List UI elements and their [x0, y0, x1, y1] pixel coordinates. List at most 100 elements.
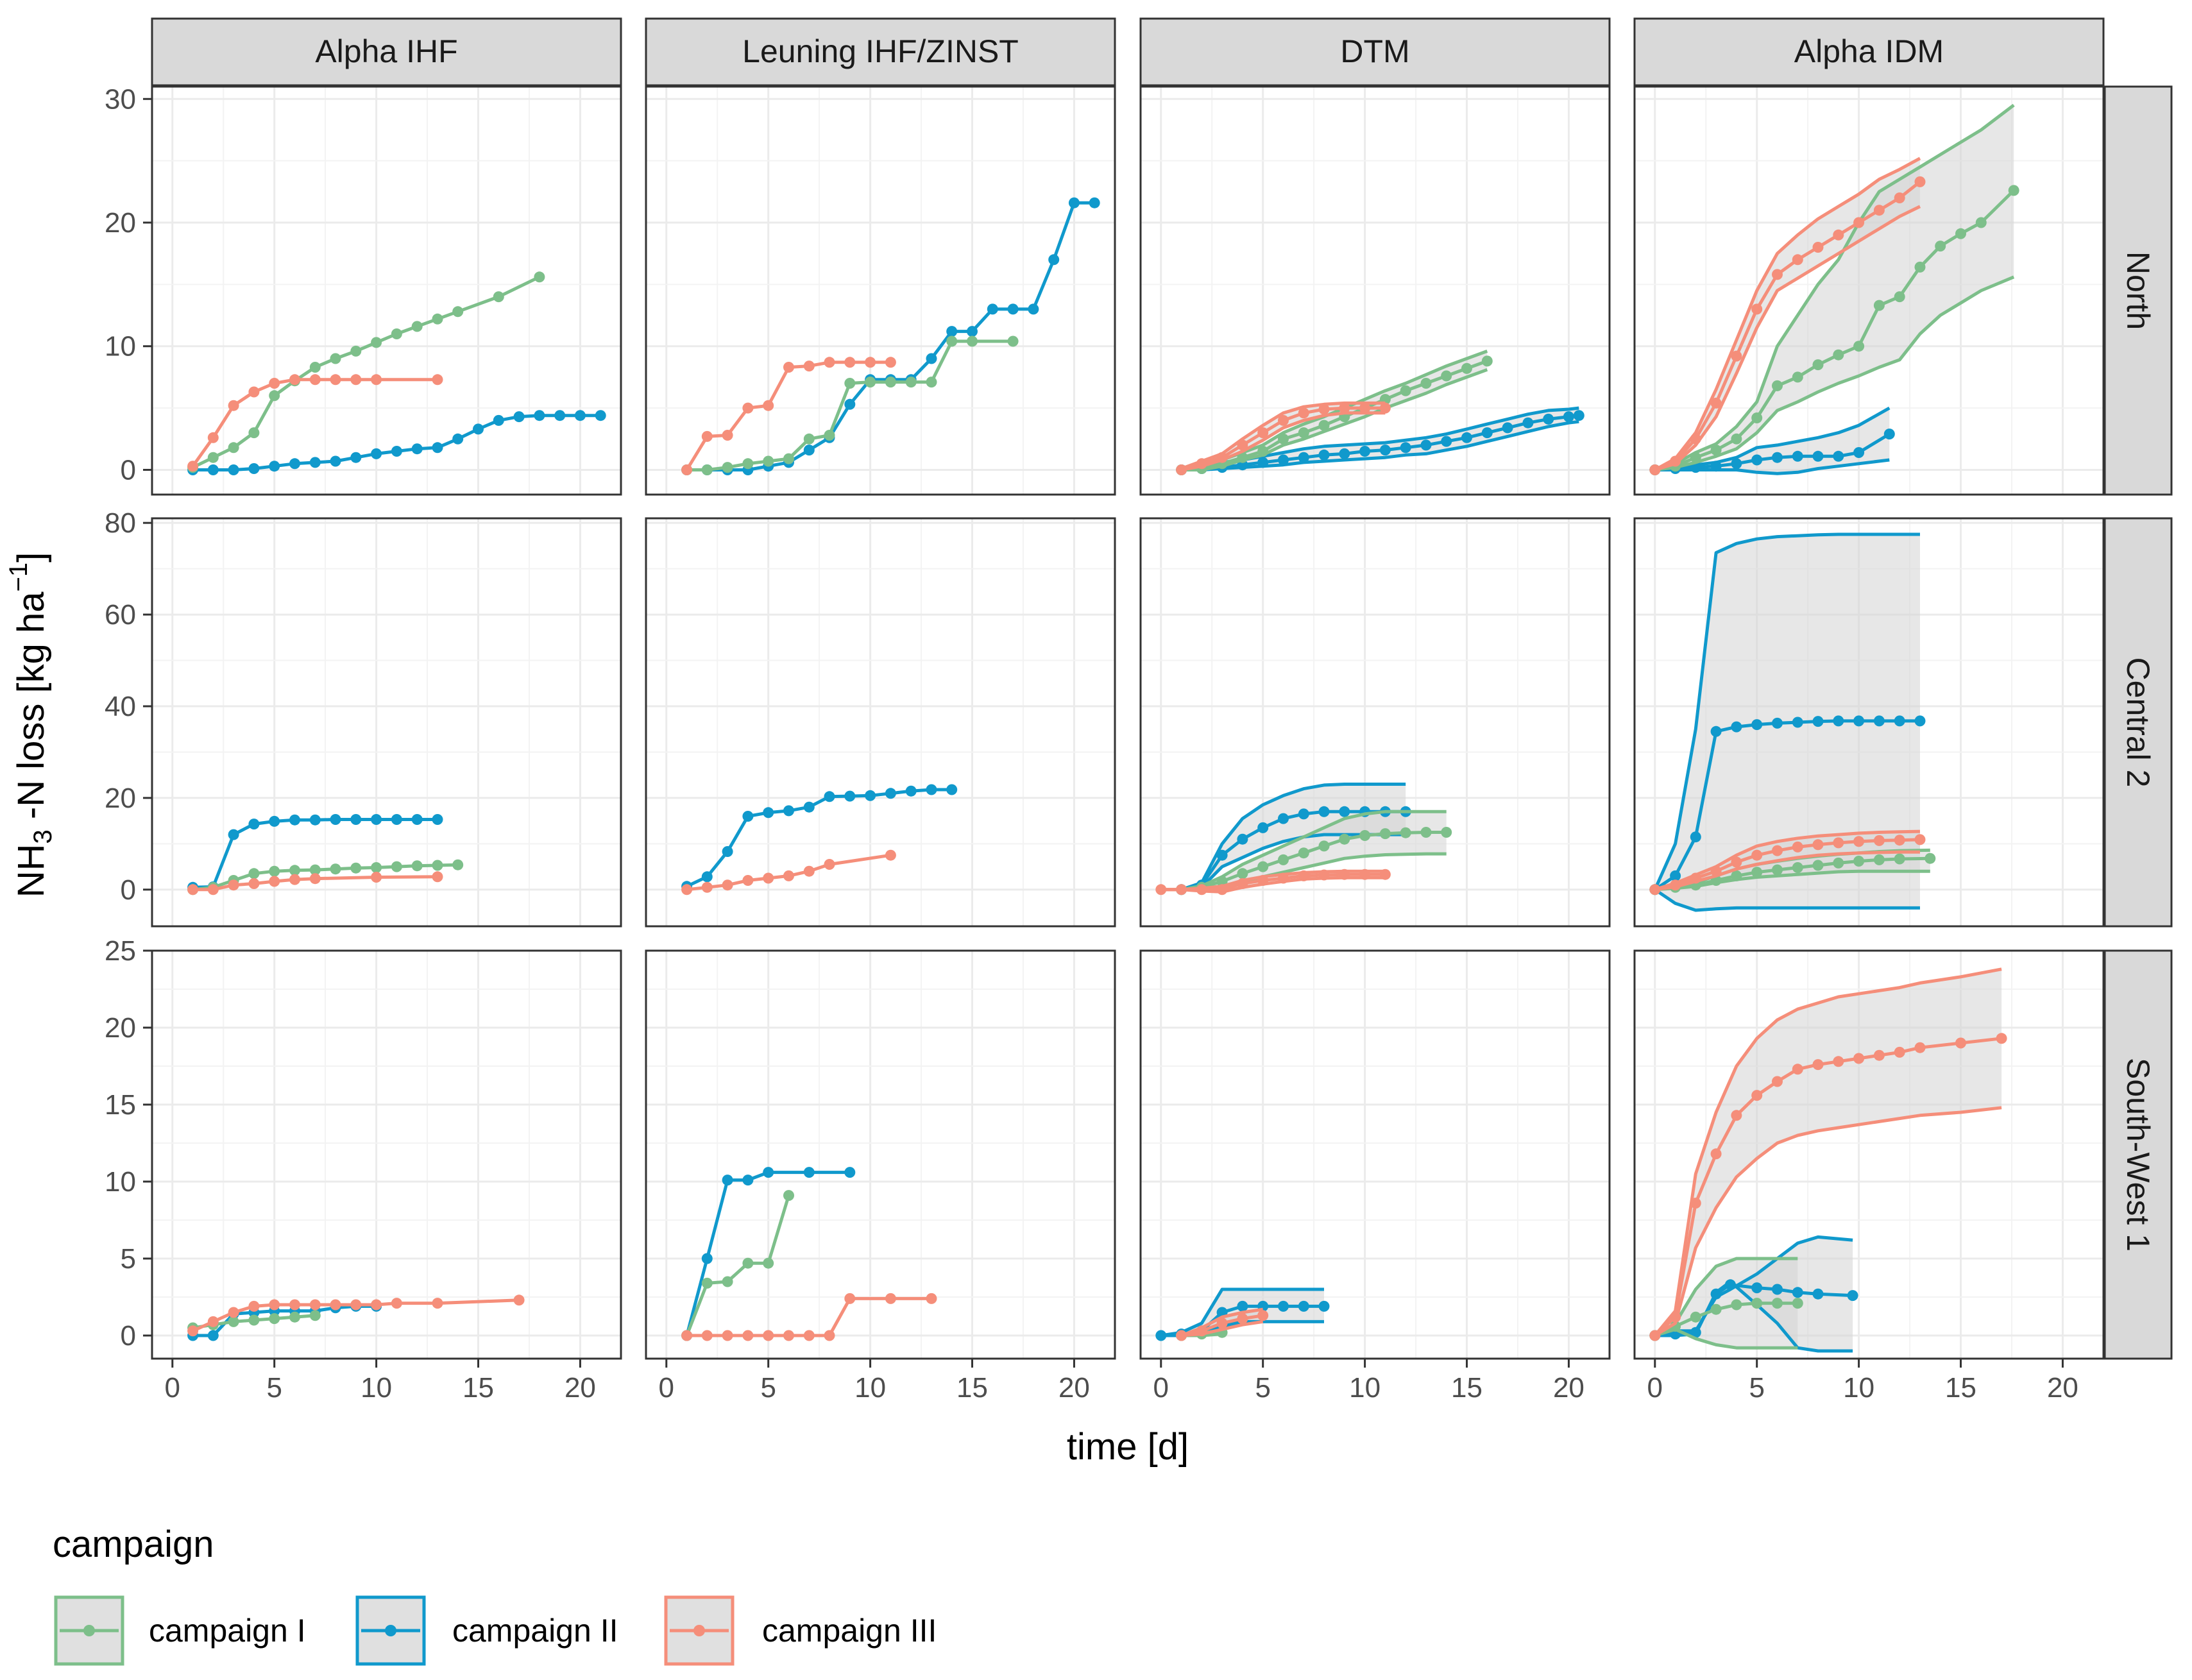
data-point-campaign-ii: [330, 455, 341, 467]
data-point-campaign-i: [803, 433, 815, 445]
data-point-campaign-i: [1237, 868, 1248, 879]
panel-background: [646, 951, 1115, 1359]
data-point-campaign-ii: [824, 791, 835, 802]
data-point-campaign-iii: [1751, 1090, 1763, 1101]
data-point-campaign-ii: [207, 464, 219, 475]
col-strip-label-1: Leuning IHF/ZINST: [742, 33, 1019, 69]
band-upper-campaign-iii: [1180, 401, 1386, 470]
data-point-campaign-i: [1339, 833, 1350, 845]
y-tick-label: 80: [105, 507, 136, 539]
data-point-campaign-ii: [1883, 428, 1895, 440]
ribbon-campaign-i: [1654, 105, 2014, 470]
band-upper-campaign-iii: [1180, 1307, 1264, 1337]
col-strip-bg-2: [1139, 17, 1611, 87]
panel-grid: [1141, 87, 1610, 495]
data-point-campaign-i: [1359, 830, 1371, 841]
data-point-campaign-i: [1894, 853, 1905, 865]
x-tick-label: 5: [1255, 1372, 1270, 1404]
data-point-campaign-ii: [1278, 1300, 1289, 1312]
data-point-campaign-i: [350, 862, 362, 874]
data-point-campaign-ii: [1710, 725, 1722, 737]
data-point-campaign-i: [330, 353, 341, 364]
data-point-campaign-iii: [330, 374, 341, 386]
data-point-campaign-i: [1461, 362, 1472, 374]
row-strip-label-2: South-West 1: [2120, 1058, 2156, 1252]
y-axis-title-middle: -N loss [kg ha: [10, 591, 52, 829]
data-point-campaign-iii: [1649, 464, 1661, 475]
data-point-campaign-iii: [432, 374, 443, 386]
data-point-campaign-i: [289, 865, 300, 876]
data-point-campaign-iii: [1894, 835, 1905, 846]
col-strip-bg-0: [151, 17, 622, 87]
data-point-campaign-iii: [844, 357, 856, 368]
data-point-campaign-ii: [1068, 197, 1080, 208]
panel-background: [1141, 87, 1610, 495]
data-point-campaign-iii: [1237, 878, 1248, 889]
x-tick-label: 5: [760, 1372, 776, 1404]
data-point-campaign-ii: [432, 814, 443, 825]
band-lower-campaign-iii: [1654, 1106, 2002, 1337]
data-point-campaign-ii: [1833, 715, 1844, 727]
data-point-campaign-i: [1318, 420, 1330, 431]
series-line-campaign-i: [685, 1194, 790, 1336]
data-point-campaign-i: [1751, 867, 1763, 878]
legend-key-point-campaign-ii: [385, 1625, 396, 1636]
data-point-campaign-i: [1955, 228, 1966, 239]
data-point-campaign-i: [1833, 349, 1844, 361]
data-point-campaign-ii: [1522, 417, 1534, 428]
data-point-campaign-iii: [1257, 1310, 1269, 1321]
panel-central-2-alpha-idm: [1633, 517, 2105, 928]
panel-plot-area: [1649, 103, 2019, 475]
data-point-campaign-iii: [1955, 1037, 1966, 1049]
panel-plot-area: [1155, 783, 1452, 895]
data-point-campaign-ii: [473, 423, 484, 435]
data-point-campaign-i: [1853, 341, 1865, 352]
data-point-campaign-ii: [1089, 197, 1100, 208]
data-point-campaign-ii: [248, 463, 260, 474]
panel-grid: [152, 518, 621, 926]
data-point-campaign-ii: [1751, 1282, 1763, 1294]
data-point-campaign-ii: [1298, 808, 1309, 820]
data-point-campaign-i: [452, 859, 464, 870]
data-point-campaign-ii: [926, 784, 937, 795]
data-point-campaign-iii: [885, 849, 896, 861]
data-point-campaign-iii: [1833, 229, 1844, 241]
data-point-campaign-i: [946, 335, 958, 347]
data-point-campaign-iii: [1792, 254, 1803, 266]
col-strip-2: DTM: [1139, 17, 1611, 87]
data-point-campaign-ii: [289, 458, 300, 470]
panel-south-west-1-alpha-ihf: [151, 949, 622, 1360]
band-upper-campaign-ii: [1160, 1287, 1324, 1337]
data-point-campaign-ii: [1257, 822, 1269, 833]
y-axis-title-prefix: NH: [10, 844, 52, 897]
data-point-campaign-iii: [1339, 402, 1350, 414]
data-point-campaign-i: [1731, 1299, 1742, 1311]
band-upper-campaign-i: [1654, 103, 2015, 471]
y-tick-label: 20: [105, 783, 136, 814]
data-point-campaign-i: [1935, 241, 1946, 252]
data-point-campaign-i: [1873, 300, 1885, 311]
data-point-campaign-iii: [1176, 464, 1187, 475]
panel-grid: [646, 518, 1115, 926]
x-tick-label: 10: [361, 1372, 392, 1404]
legend-key-point-campaign-iii: [693, 1625, 705, 1636]
data-point-campaign-iii: [1176, 1330, 1187, 1341]
data-point-campaign-iii: [350, 1299, 362, 1311]
data-point-campaign-ii: [1257, 457, 1269, 468]
data-point-campaign-iii: [1812, 242, 1824, 253]
data-point-campaign-iii: [432, 871, 443, 883]
data-point-campaign-iii: [844, 1293, 856, 1304]
data-point-campaign-i: [763, 455, 774, 467]
data-point-campaign-ii: [493, 414, 504, 426]
data-point-campaign-i: [1400, 827, 1411, 838]
row-strip-label-0: North: [2120, 251, 2156, 330]
data-point-campaign-iii: [681, 464, 693, 475]
data-point-campaign-i: [269, 865, 280, 877]
data-point-campaign-iii: [187, 1325, 199, 1337]
data-point-campaign-ii: [1481, 427, 1493, 439]
data-point-campaign-ii: [554, 410, 566, 421]
data-point-campaign-iii: [803, 1330, 815, 1341]
x-tick-label: 20: [1553, 1372, 1585, 1404]
data-point-campaign-i: [783, 453, 794, 464]
data-point-campaign-i: [885, 377, 896, 388]
